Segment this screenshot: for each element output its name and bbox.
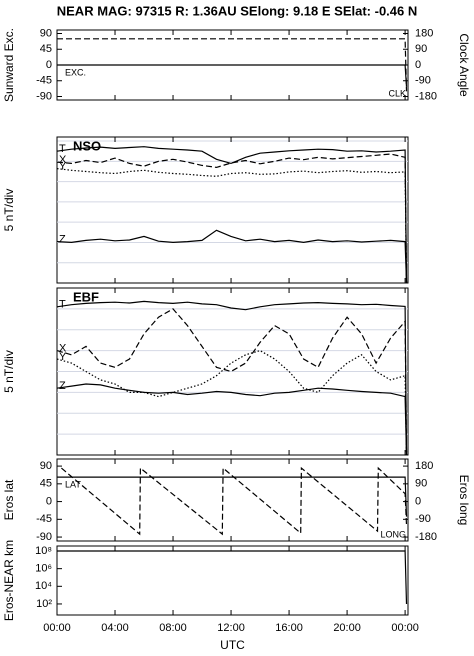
series-label: X [59, 343, 67, 355]
y-tick-label: -90 [36, 531, 52, 543]
y-tick-label: 10² [36, 598, 52, 610]
y-tick-label: 45 [40, 478, 52, 490]
x-tick-label: 20:00 [333, 622, 361, 634]
series-line [56, 308, 408, 456]
y-tick-label: 10⁴ [35, 580, 52, 592]
series-label: EXC. [65, 67, 86, 77]
y-tick-label: 45 [40, 43, 52, 55]
y-tick-label: 0 [46, 59, 52, 71]
series-line [56, 300, 408, 456]
y-tick-label: 10⁸ [35, 545, 52, 557]
series-line [61, 466, 408, 536]
y2-tick-label: 90 [415, 43, 427, 55]
y-tick-label: -45 [36, 75, 52, 87]
x-tick-label: 00:00 [391, 622, 419, 634]
series-line [56, 153, 408, 284]
y-axis-title: Sunward Exc. [2, 28, 16, 102]
panel-frame [56, 545, 409, 616]
y2-tick-label: -90 [415, 513, 431, 525]
y-tick-label: -45 [36, 513, 52, 525]
x-tick-label: 12:00 [217, 622, 245, 634]
series-label: LONG [380, 529, 406, 539]
y-tick-label: 90 [40, 460, 52, 472]
series-line [56, 383, 408, 456]
y-tick-label: 0 [46, 495, 52, 507]
panel-title: EBF [73, 289, 99, 304]
series-line [57, 476, 408, 517]
y2-tick-label: 180 [415, 27, 433, 39]
series-label: T [59, 143, 66, 155]
series-line [56, 146, 408, 284]
y2-tick-label: -180 [415, 531, 437, 543]
series-line [56, 349, 408, 456]
y2-tick-label: 0 [415, 495, 421, 507]
series-label: LAT [65, 480, 81, 490]
series-label: Z [59, 234, 66, 246]
series-line [56, 229, 408, 284]
y-axis-title: Eros lat [2, 479, 16, 520]
y2-axis-title: Eros long [457, 475, 471, 526]
x-tick-label: 16:00 [275, 622, 303, 634]
x-tick-label: 04:00 [101, 622, 129, 634]
figure-title: NEAR MAG: 97315 R: 1.36AU SElong: 9.18 E… [57, 3, 418, 18]
series-line [56, 168, 408, 284]
y-tick-label: 10⁶ [35, 563, 52, 575]
x-tick-label: 08:00 [159, 622, 187, 634]
series-label: X [59, 154, 67, 166]
series-label: Y [59, 161, 67, 173]
y-axis-title: 5 nT/div [2, 350, 16, 393]
y-axis-title: 5 nT/div [2, 189, 16, 232]
series-line [57, 38, 408, 92]
y2-tick-label: 180 [415, 460, 433, 472]
series-label: T [59, 299, 66, 311]
y-tick-label: -90 [36, 90, 52, 102]
y2-tick-label: 90 [415, 478, 427, 490]
y2-axis-title: Clock Angle [457, 33, 471, 97]
y2-tick-label: -180 [415, 90, 437, 102]
series-label: Z [59, 380, 66, 392]
series-label: CLK [388, 88, 406, 98]
series-label: Y [59, 351, 67, 363]
series-line [57, 550, 408, 605]
y2-tick-label: -90 [415, 75, 431, 87]
y-axis-title: Eros-NEAR km [2, 540, 16, 621]
y-tick-label: 90 [40, 27, 52, 39]
panel-title: NSO [73, 138, 101, 153]
x-tick-label: 00:00 [43, 622, 71, 634]
series-line [57, 64, 408, 87]
y2-tick-label: 0 [415, 59, 421, 71]
panel-frame [56, 136, 409, 284]
x-axis-title: UTC [220, 638, 245, 652]
panel-frame [56, 458, 409, 542]
